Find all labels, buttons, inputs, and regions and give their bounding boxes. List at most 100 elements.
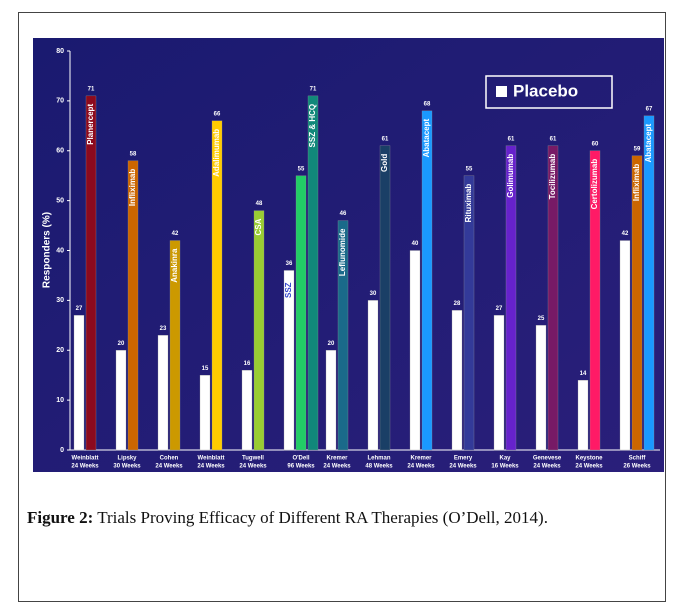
bar [643, 115, 655, 451]
bar [283, 270, 295, 451]
value-label: 36 [286, 261, 293, 267]
value-label: 58 [130, 151, 137, 157]
bar [169, 240, 181, 451]
bar [421, 110, 433, 451]
bar [619, 240, 631, 451]
x-tick-label: 24 Weeks [239, 464, 267, 470]
x-tick-label: 24 Weeks [71, 464, 99, 470]
bar [85, 95, 97, 451]
value-label: 27 [76, 306, 83, 312]
x-tick-label: Weinblatt [198, 456, 225, 462]
value-label: 67 [646, 106, 653, 112]
x-tick-label: 26 Weeks [623, 464, 651, 470]
bar-name-label: Tocilizumab [548, 154, 557, 200]
value-label: 60 [592, 141, 599, 147]
x-tick-label: 24 Weeks [533, 464, 561, 470]
bar-name-label: Leflunomide [338, 228, 347, 276]
bar-name-label: Rituximab [464, 184, 473, 223]
bar-name-label: Adalimumab [212, 129, 221, 177]
bar [451, 310, 463, 451]
bar [199, 375, 211, 451]
x-tick-label: 24 Weeks [197, 464, 225, 470]
y-tick-label: 20 [56, 347, 64, 354]
bar [409, 250, 421, 451]
value-label: 42 [172, 231, 179, 237]
bar-name-label: Infliximab [128, 169, 137, 206]
x-tick-label: Keystone [575, 456, 603, 462]
value-label: 15 [202, 366, 209, 372]
value-label: 16 [244, 361, 251, 367]
caption-label: Figure 2: [27, 508, 94, 527]
x-tick-label: 24 Weeks [449, 464, 477, 470]
bar [73, 315, 85, 451]
chart: Responders (%) 0 10 20 30 40 50 60 70 80 27 71 Plan… [33, 38, 664, 472]
value-label: 30 [370, 291, 377, 297]
bar [547, 145, 559, 451]
value-label: 66 [214, 111, 221, 117]
y-axis-title: Responders (%) [42, 212, 53, 288]
bar-name-label: SSZ & HCQ [308, 104, 317, 148]
bar-name-label: Golimumab [506, 154, 515, 198]
y-tick-label: 0 [60, 447, 64, 454]
bar [307, 95, 319, 451]
bar [505, 145, 517, 451]
bar [211, 120, 223, 451]
x-tick-label: Weinblatt [72, 456, 99, 462]
x-tick-label: O'Dell [292, 456, 309, 462]
bar [379, 145, 391, 451]
x-tick-label: Lipsky [117, 456, 137, 462]
bar [253, 210, 265, 451]
x-tick-label: Kremer [326, 456, 348, 462]
y-tick-label: 50 [56, 197, 64, 204]
value-label: 71 [88, 86, 95, 92]
value-label: 61 [382, 136, 389, 142]
x-tick-label: Kay [499, 456, 511, 462]
x-tick-label: 48 Weeks [365, 464, 393, 470]
legend-label: Placebo [513, 81, 578, 100]
value-label: 61 [508, 136, 515, 142]
bar-name-label: SSZ [284, 282, 293, 298]
x-tick-label: Tugwell [242, 456, 264, 462]
value-label: 61 [550, 136, 557, 142]
bar [127, 160, 139, 451]
value-label: 46 [340, 211, 347, 217]
value-label: 25 [538, 316, 545, 322]
value-label: 23 [160, 326, 167, 332]
y-tick-label: 30 [56, 297, 64, 304]
y-tick-label: 60 [56, 148, 64, 155]
bar-name-label: Planercept [86, 104, 95, 145]
x-tick-label: 24 Weeks [155, 464, 183, 470]
x-tick-label: 24 Weeks [575, 464, 603, 470]
x-tick-label: 24 Weeks [407, 464, 435, 470]
bar-name-label: Gold [380, 154, 389, 172]
x-tick-label: Cohen [160, 456, 179, 462]
value-label: 14 [580, 371, 587, 377]
value-label: 68 [424, 101, 431, 107]
value-label: 71 [310, 86, 317, 92]
value-label: 20 [328, 341, 335, 347]
value-label: 59 [634, 146, 641, 152]
bar [115, 350, 127, 451]
x-tick-label: 30 Weeks [113, 464, 141, 470]
bar [241, 370, 253, 451]
value-label: 20 [118, 341, 125, 347]
y-tick-label: 10 [56, 397, 64, 404]
caption-text: Trials Proving Efficacy of Different RA … [97, 508, 548, 527]
x-tick-label: 24 Weeks [323, 464, 351, 470]
bar [295, 175, 307, 451]
x-tick-label: 96 Weeks [287, 464, 315, 470]
bar [535, 325, 547, 451]
x-tick-label: 16 Weeks [491, 464, 519, 470]
bar [463, 175, 475, 451]
bar [157, 335, 169, 451]
caption: Figure 2: Trials Proving Efficacy of Dif… [27, 506, 657, 530]
x-tick-label: Lehman [367, 456, 390, 462]
bar [493, 315, 505, 451]
legend-swatch [496, 86, 507, 97]
bar [577, 380, 589, 451]
y-tick-label: 80 [56, 48, 64, 55]
value-label: 40 [412, 241, 419, 247]
value-label: 42 [622, 231, 629, 237]
x-tick-label: Genevese [533, 456, 562, 462]
x-tick-label: Emery [454, 456, 473, 462]
